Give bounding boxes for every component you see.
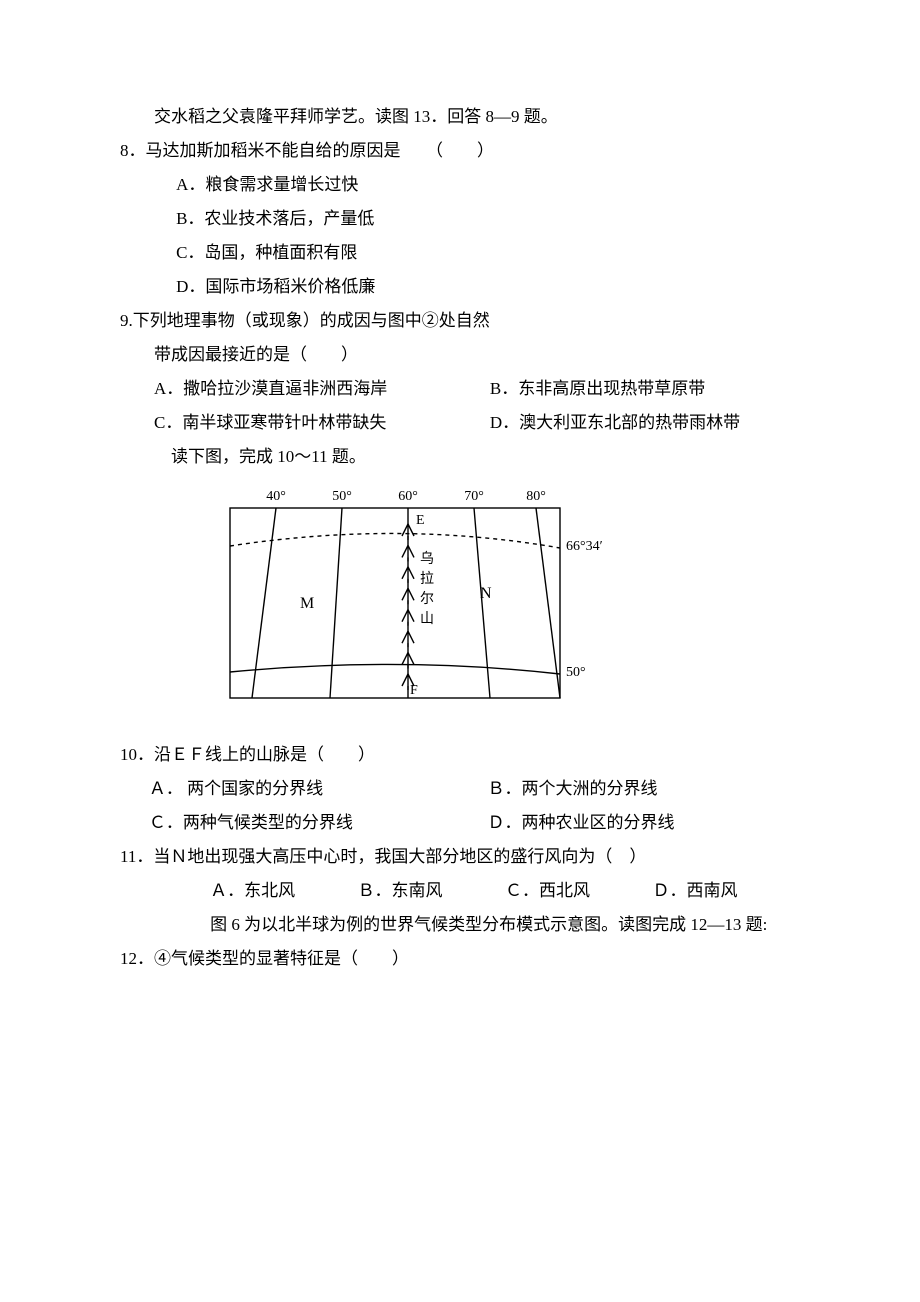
svg-text:拉: 拉 — [420, 571, 434, 587]
svg-text:N: N — [480, 585, 492, 602]
svg-text:66°34′: 66°34′ — [566, 539, 603, 554]
q10-opts-row1: Ａ． 两个国家的分界线 Ｂ．两个大洲的分界线 — [120, 772, 800, 806]
svg-text:70°: 70° — [464, 489, 484, 504]
intro-line: 交水稻之父袁隆平拜师学艺。读图 13．回答 8—9 题。 — [120, 100, 800, 134]
q8-opt-c: C．岛国，种植面积有限 — [120, 236, 800, 270]
ural-diagram: 40°50°60°70°80°66°34′50°EFMN乌拉尔山 — [210, 482, 620, 712]
q9-opts-row2: C．南半球亚寒带针叶林带缺失 D．澳大利亚东北部的热带雨林带 — [120, 406, 800, 440]
svg-text:80°: 80° — [526, 489, 546, 504]
svg-text:山: 山 — [420, 611, 434, 627]
q8-opt-b: B．农业技术落后，产量低 — [120, 202, 800, 236]
svg-text:尔: 尔 — [420, 591, 434, 607]
bridge-12-13: 图 6 为以北半球为例的世界气候类型分布模式示意图。读图完成 12—13 题: — [120, 908, 800, 942]
bridge-10-11: 读下图，完成 10～11 题。 — [120, 440, 800, 474]
q9-opt-b: B．东非高原出现热带草原带 — [490, 372, 800, 406]
q10-opt-a: Ａ． 两个国家的分界线 — [149, 772, 488, 806]
exam-page: 交水稻之父袁隆平拜师学艺。读图 13．回答 8—9 题。 8．马达加斯加稻米不能… — [0, 0, 920, 1302]
q11-stem: 11．当Ｎ地出现强大高压中心时，我国大部分地区的盛行风向为（ ） — [120, 840, 800, 874]
svg-text:E: E — [416, 513, 425, 528]
q11-opt-c: Ｃ．西北风 — [505, 874, 652, 908]
q8-opt-d: D．国际市场稻米价格低廉 — [120, 270, 800, 304]
q9-stem-line1: 9.下列地理事物（或现象）的成因与图中②处自然 — [120, 304, 800, 338]
q10-opts-row2: Ｃ．两种气候类型的分界线 Ｄ．两种农业区的分界线 — [120, 806, 800, 840]
q11-opt-d: Ｄ．西南风 — [653, 874, 800, 908]
q8-opt-a: A．粮食需求量增长过快 — [120, 168, 800, 202]
q9-stem-line2: 带成因最接近的是（ ） — [120, 338, 800, 372]
svg-text:60°: 60° — [398, 489, 418, 504]
svg-text:40°: 40° — [266, 489, 286, 504]
svg-text:50°: 50° — [566, 665, 586, 680]
q10-opt-d: Ｄ．两种农业区的分界线 — [487, 806, 800, 840]
q9-opt-a: A．撒哈拉沙漠直逼非洲西海岸 — [154, 372, 490, 406]
q11-opt-b: Ｂ．东南风 — [358, 874, 505, 908]
q8-stem: 8．马达加斯加稻米不能自给的原因是 （ ） — [120, 134, 800, 168]
q10-opt-c: Ｃ．两种气候类型的分界线 — [149, 806, 488, 840]
q9-opt-c: C．南半球亚寒带针叶林带缺失 — [154, 406, 490, 440]
svg-text:M: M — [300, 595, 314, 612]
ural-diagram-wrap: 40°50°60°70°80°66°34′50°EFMN乌拉尔山 — [120, 482, 800, 724]
q12-stem: 12．④气候类型的显著特征是（ ） — [120, 942, 800, 976]
q9-opt-d: D．澳大利亚东北部的热带雨林带 — [490, 406, 800, 440]
q11-opts-row: Ａ．东北风 Ｂ．东南风 Ｃ．西北风 Ｄ．西南风 — [120, 874, 800, 908]
q9-opts-row1: A．撒哈拉沙漠直逼非洲西海岸 B．东非高原出现热带草原带 — [120, 372, 800, 406]
q10-opt-b: Ｂ．两个大洲的分界线 — [487, 772, 800, 806]
svg-text:50°: 50° — [332, 489, 352, 504]
svg-text:乌: 乌 — [420, 551, 434, 567]
q10-stem: 10．沿ＥＦ线上的山脉是（ ） — [120, 738, 800, 772]
q11-opt-a: Ａ．东北风 — [210, 874, 357, 908]
